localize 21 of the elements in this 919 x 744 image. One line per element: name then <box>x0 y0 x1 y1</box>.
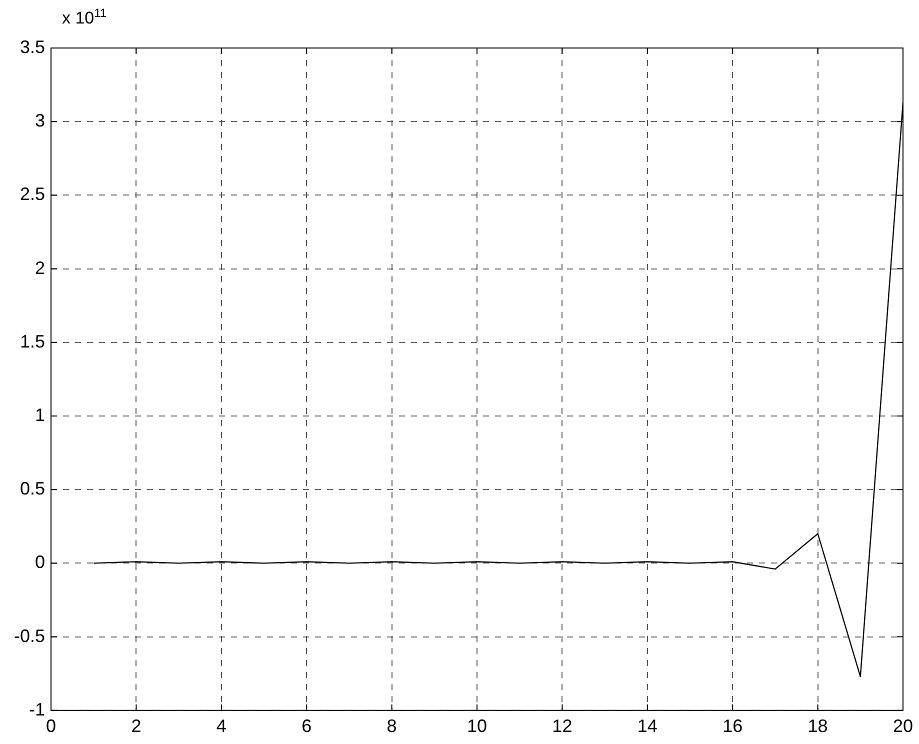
y-tick-label: -1 <box>29 699 46 720</box>
x-tick-label: 2 <box>131 716 142 736</box>
y-tick-label: 3.5 <box>20 36 46 57</box>
x-tick-label: 12 <box>552 716 572 736</box>
y-tick-label: 2.5 <box>20 184 46 204</box>
y-tick-label: 1.5 <box>20 331 46 352</box>
y-tick-label: 1 <box>35 404 46 425</box>
x-tick-label: 8 <box>386 716 397 736</box>
y-tick-label: 0.5 <box>20 478 46 499</box>
y-tick-label: 0 <box>35 552 46 572</box>
x-tick-label: 4 <box>216 716 226 736</box>
y-tick-label: 3 <box>35 110 46 131</box>
y-tick-label: -0.5 <box>14 626 46 646</box>
x-tick-label: 14 <box>637 716 658 736</box>
text: x 10$^{11}$ <box>62 6 107 29</box>
x-tick-label: 6 <box>302 716 312 736</box>
y-tick-label: 2 <box>35 258 46 278</box>
x-tick-label: 18 <box>808 716 828 736</box>
x-tick-label: 20 <box>892 716 914 736</box>
x-tick-label: 16 <box>722 716 743 736</box>
x-tick-label: 10 <box>466 716 488 736</box>
